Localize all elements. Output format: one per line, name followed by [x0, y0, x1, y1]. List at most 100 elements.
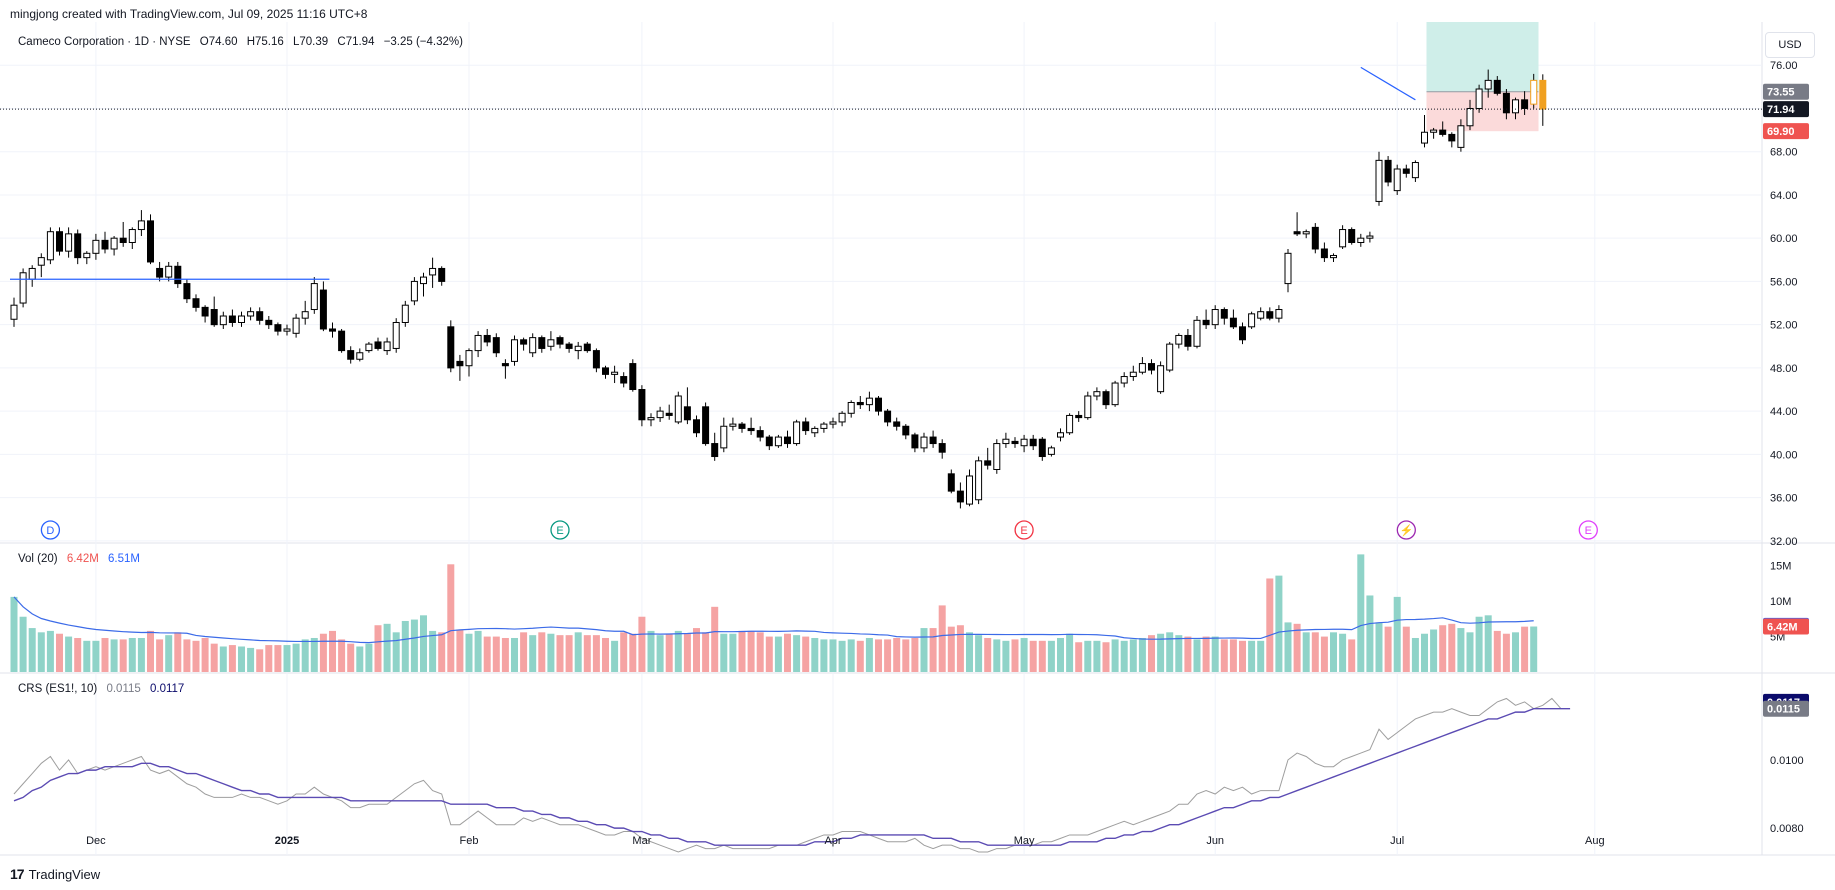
- volume-bar: [1148, 635, 1155, 672]
- candle: [1339, 229, 1347, 248]
- volume-bar: [1311, 632, 1319, 672]
- volume-bar: [1257, 640, 1265, 672]
- volume-bar: [975, 635, 983, 672]
- candle: [865, 397, 873, 406]
- volume-bar: [492, 636, 500, 672]
- candle: [683, 406, 691, 421]
- volume-bar: [665, 633, 673, 672]
- ohlc-change: −3.25 (−4.32%): [384, 36, 463, 48]
- volume-bar: [1138, 637, 1146, 672]
- volume-bar: [1248, 640, 1256, 672]
- tradingview-logo[interactable]: 17: [10, 866, 25, 882]
- crs-legend[interactable]: CRS (ES1!, 10) 0.0115 0.0117: [18, 683, 184, 695]
- candle: [556, 337, 564, 345]
- volume-bar: [301, 639, 309, 672]
- candle: [310, 283, 318, 311]
- candle: [410, 280, 418, 302]
- volume-bar: [137, 637, 145, 672]
- event-marker: [1578, 520, 1598, 540]
- price-tick: 52.00: [1770, 320, 1798, 332]
- volume-bar: [1029, 640, 1037, 672]
- candle: [83, 252, 91, 259]
- ohlc-close: C71.94: [337, 36, 375, 48]
- volume-bar: [1493, 630, 1501, 672]
- candle: [938, 443, 946, 453]
- candle: [338, 330, 346, 352]
- candle: [1293, 231, 1301, 235]
- event-marker: [1396, 520, 1416, 540]
- candle: [1302, 231, 1310, 235]
- candle: [447, 326, 455, 369]
- volume-legend[interactable]: Vol (20) 6.42M 6.51M: [18, 553, 140, 565]
- candle: [137, 220, 145, 231]
- candle: [611, 371, 619, 375]
- footer: 17 TradingView: [10, 866, 100, 882]
- chart-caption: mingjong created with TradingView.com, J…: [10, 7, 368, 21]
- candle: [975, 460, 983, 501]
- volume-bar: [547, 633, 555, 672]
- candle: [1057, 432, 1064, 438]
- volume-bar: [738, 630, 746, 672]
- symbol-title[interactable]: Cameco Corporation · 1D · NYSE O74.60 H7…: [18, 36, 463, 48]
- volume-bar: [647, 630, 655, 672]
- candle: [1402, 168, 1410, 174]
- volume-bar: [128, 637, 136, 672]
- candle: [183, 283, 191, 300]
- volume-bar: [1266, 578, 1274, 672]
- volume-bar: [902, 639, 910, 672]
- candle: [165, 265, 173, 278]
- candle: [1047, 447, 1055, 455]
- volume-bar: [110, 639, 118, 672]
- volume-bar: [392, 632, 400, 672]
- volume-bar: [1020, 637, 1028, 672]
- volume-bar: [956, 625, 964, 672]
- candle: [538, 337, 546, 349]
- volume-bar: [811, 637, 819, 672]
- footer-brand[interactable]: TradingView: [28, 866, 101, 882]
- candle: [1521, 99, 1529, 109]
- volume-bar: [28, 628, 36, 672]
- currency-button[interactable]: USD: [1765, 32, 1815, 58]
- volume-bar: [1175, 635, 1183, 672]
- candle: [1411, 162, 1419, 179]
- volume-badge: 6.42M: [1767, 622, 1798, 634]
- candle: [256, 311, 264, 321]
- volume-bar: [674, 630, 682, 672]
- volume-bar: [702, 632, 710, 672]
- month-tick: Aug: [1585, 835, 1605, 847]
- volume-bar: [1038, 640, 1046, 672]
- volume-bar: [74, 637, 82, 672]
- volume-bar: [1084, 640, 1092, 672]
- candle: [383, 341, 391, 352]
- candle: [46, 231, 54, 261]
- volume-bar: [238, 646, 245, 672]
- candle: [1475, 88, 1483, 109]
- volume-bar: [720, 633, 728, 672]
- volume-bar: [1357, 554, 1365, 672]
- candle: [438, 267, 446, 282]
- candle: [966, 475, 973, 505]
- candle: [238, 315, 245, 323]
- volume-bar: [929, 628, 937, 672]
- candle: [592, 350, 600, 369]
- candle: [729, 423, 737, 427]
- volume-bar: [966, 632, 973, 672]
- volume-bar: [856, 640, 864, 672]
- volume-bar: [401, 620, 409, 672]
- target-zone: [1426, 22, 1539, 92]
- volume-bar: [1430, 629, 1438, 672]
- volume-bar: [156, 639, 164, 672]
- price-badge: 73.55: [1767, 87, 1795, 99]
- volume-bar: [1220, 639, 1228, 672]
- volume-tick: 5M: [1770, 632, 1785, 644]
- candle: [947, 473, 955, 492]
- candle: [1384, 159, 1392, 183]
- volume-bar: [556, 635, 564, 672]
- position-tool[interactable]: [1426, 22, 1539, 132]
- volume-bar: [465, 633, 473, 672]
- candle: [693, 419, 700, 434]
- candle: [984, 460, 992, 466]
- volume-bar: [1239, 640, 1246, 672]
- candle: [192, 298, 200, 308]
